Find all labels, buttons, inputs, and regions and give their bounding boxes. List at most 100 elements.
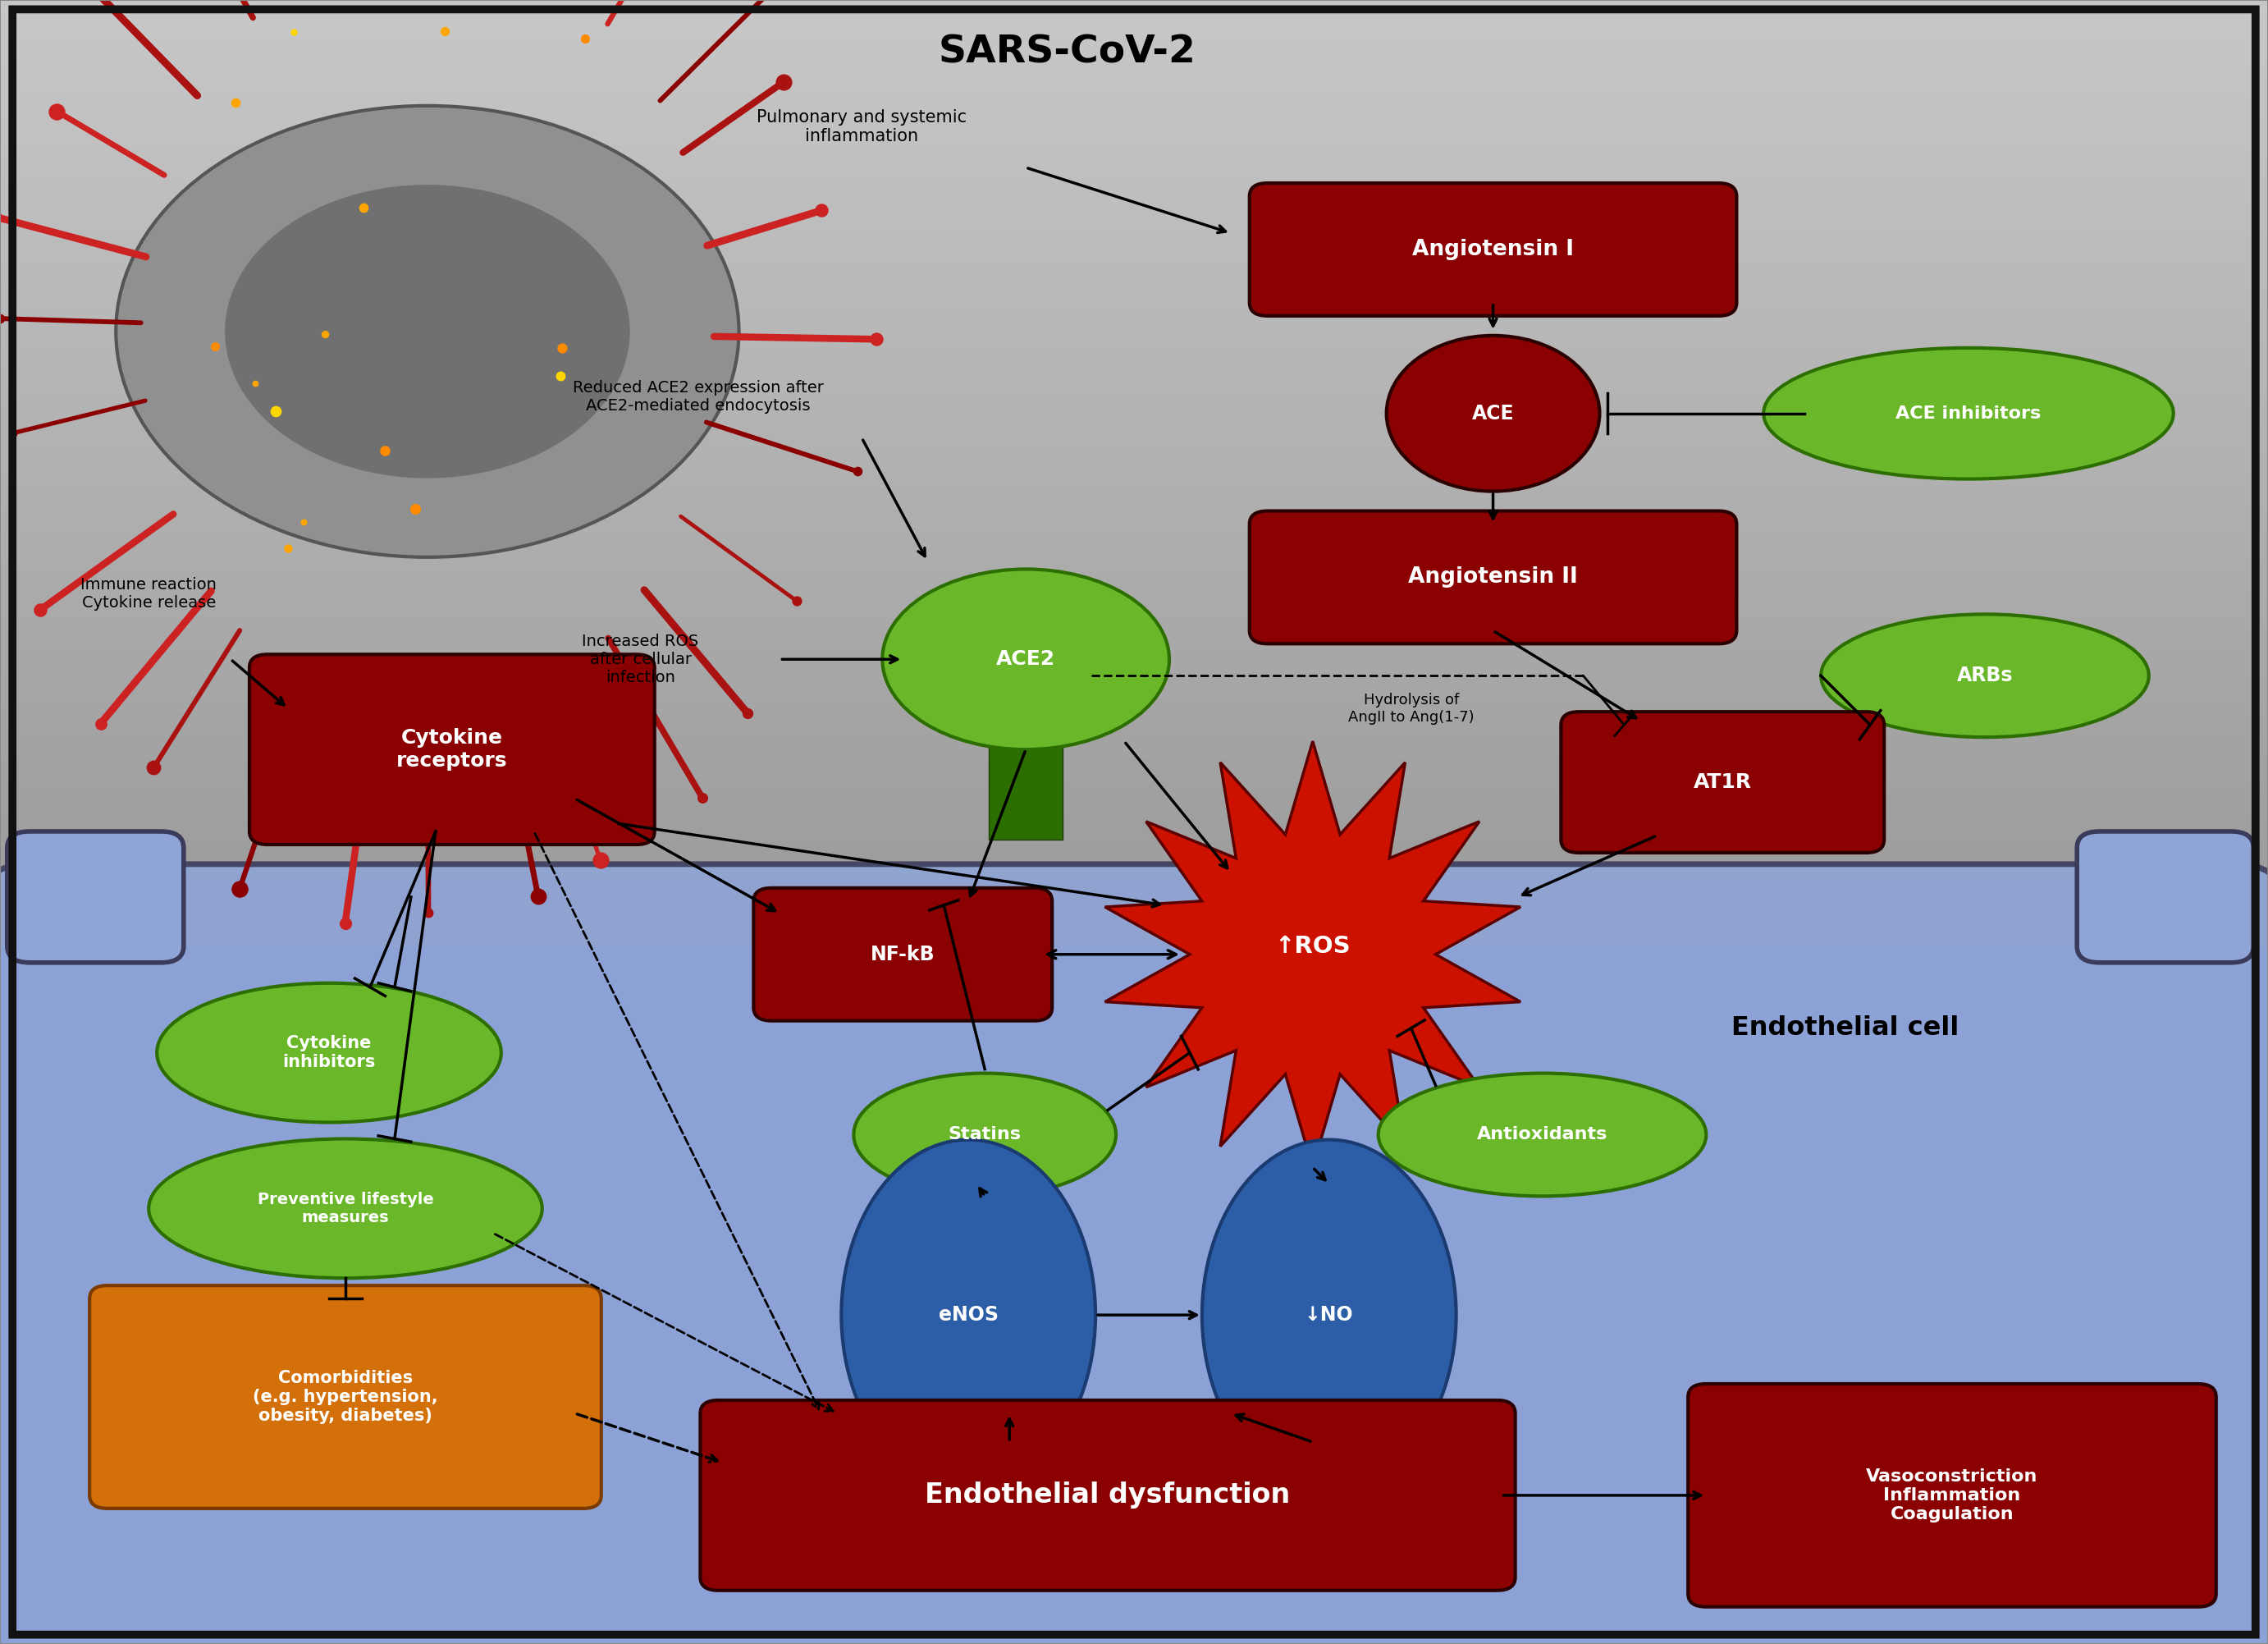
Circle shape xyxy=(116,105,739,557)
Bar xyxy=(2,829,2266,840)
Bar xyxy=(2,922,2266,934)
Bar xyxy=(2,510,2266,523)
Bar xyxy=(2,769,2266,781)
Text: ARBs: ARBs xyxy=(1957,666,2014,686)
Text: Angiotensin II: Angiotensin II xyxy=(1408,567,1579,589)
Bar xyxy=(2,521,2266,549)
FancyBboxPatch shape xyxy=(7,832,184,963)
Bar xyxy=(2,710,2266,722)
Bar xyxy=(2,735,2266,746)
FancyBboxPatch shape xyxy=(88,1286,601,1509)
Text: Endothelial dysfunction: Endothelial dysfunction xyxy=(925,1481,1290,1509)
Bar xyxy=(2,658,2266,686)
Bar xyxy=(2,220,2266,247)
Bar xyxy=(2,240,2266,252)
Bar xyxy=(2,911,2266,922)
FancyBboxPatch shape xyxy=(753,888,1052,1021)
Bar xyxy=(2,357,2266,385)
Bar xyxy=(2,781,2266,792)
Bar xyxy=(2,616,2266,628)
Bar xyxy=(2,487,2266,498)
Bar xyxy=(989,745,1064,840)
Bar xyxy=(2,345,2266,357)
Ellipse shape xyxy=(882,569,1170,750)
Ellipse shape xyxy=(1379,1074,1706,1197)
Polygon shape xyxy=(1105,741,1520,1167)
Bar xyxy=(2,934,2266,947)
Bar xyxy=(2,252,2266,263)
Bar xyxy=(2,740,2266,768)
Bar xyxy=(2,357,2266,368)
Text: Antioxidants: Antioxidants xyxy=(1476,1126,1608,1143)
Text: Hydrolysis of
AngII to Ang(1-7): Hydrolysis of AngII to Ang(1-7) xyxy=(1347,692,1474,725)
Bar xyxy=(2,275,2266,302)
Bar xyxy=(2,302,2266,329)
Bar xyxy=(2,368,2266,381)
Ellipse shape xyxy=(1821,615,2148,737)
Bar xyxy=(2,651,2266,664)
Bar xyxy=(2,192,2266,220)
Bar xyxy=(2,580,2266,593)
FancyBboxPatch shape xyxy=(0,865,2268,1644)
Bar xyxy=(2,166,2266,192)
Bar xyxy=(2,557,2266,569)
Bar xyxy=(2,687,2266,699)
Bar xyxy=(2,467,2266,493)
Bar xyxy=(2,850,2266,876)
FancyBboxPatch shape xyxy=(1560,712,1885,853)
Bar xyxy=(2,464,2266,475)
Text: ACE: ACE xyxy=(1472,403,1515,423)
FancyBboxPatch shape xyxy=(249,654,655,845)
Bar xyxy=(2,889,2266,1642)
Bar xyxy=(2,192,2266,204)
Bar xyxy=(2,899,2266,911)
Bar xyxy=(2,110,2266,122)
Text: ↓NO: ↓NO xyxy=(1304,1305,1354,1325)
Text: Immune reaction
Cytokine release: Immune reaction Cytokine release xyxy=(82,577,218,610)
Text: Comorbidities
(e.g. hypertension,
obesity, diabetes): Comorbidities (e.g. hypertension, obesit… xyxy=(252,1369,438,1424)
Bar xyxy=(2,227,2266,240)
Bar xyxy=(2,3,2266,15)
Text: Statins: Statins xyxy=(948,1126,1021,1143)
Bar xyxy=(2,145,2266,156)
Text: Cytokine
inhibitors: Cytokine inhibitors xyxy=(284,1036,376,1070)
Bar xyxy=(2,169,2266,181)
Bar xyxy=(2,593,2266,605)
Text: Reduced ACE2 expression after
ACE2-mediated endocytosis: Reduced ACE2 expression after ACE2-media… xyxy=(572,380,823,414)
Text: Angiotensin I: Angiotensin I xyxy=(1413,238,1574,260)
Bar xyxy=(2,28,2266,56)
Bar xyxy=(2,439,2266,467)
Bar xyxy=(2,546,2266,557)
Bar xyxy=(2,298,2266,311)
Bar xyxy=(2,381,2266,393)
Bar xyxy=(2,452,2266,464)
Bar xyxy=(2,630,2266,658)
FancyBboxPatch shape xyxy=(1250,182,1737,316)
Text: ↑ROS: ↑ROS xyxy=(1275,935,1352,958)
Bar xyxy=(2,852,2266,863)
Bar xyxy=(2,85,2266,99)
FancyBboxPatch shape xyxy=(701,1401,1515,1590)
Bar xyxy=(2,39,2266,51)
Bar xyxy=(2,263,2266,275)
Ellipse shape xyxy=(853,1074,1116,1197)
Bar xyxy=(2,722,2266,735)
Bar xyxy=(2,28,2266,39)
Bar xyxy=(2,110,2266,138)
Bar xyxy=(2,138,2266,166)
Bar xyxy=(2,181,2266,192)
Bar xyxy=(2,822,2266,850)
Bar xyxy=(2,840,2266,852)
Bar xyxy=(2,334,2266,345)
Text: Vasoconstriction
Inflammation
Coagulation: Vasoconstriction Inflammation Coagulatio… xyxy=(1867,1468,2039,1522)
Bar xyxy=(2,876,2266,888)
Bar xyxy=(2,204,2266,215)
Bar xyxy=(2,817,2266,829)
Bar xyxy=(2,746,2266,758)
Bar xyxy=(2,74,2266,85)
Bar xyxy=(2,51,2266,62)
Bar xyxy=(2,311,2266,322)
Bar xyxy=(2,863,2266,876)
Bar xyxy=(2,575,2266,603)
Bar xyxy=(2,699,2266,710)
